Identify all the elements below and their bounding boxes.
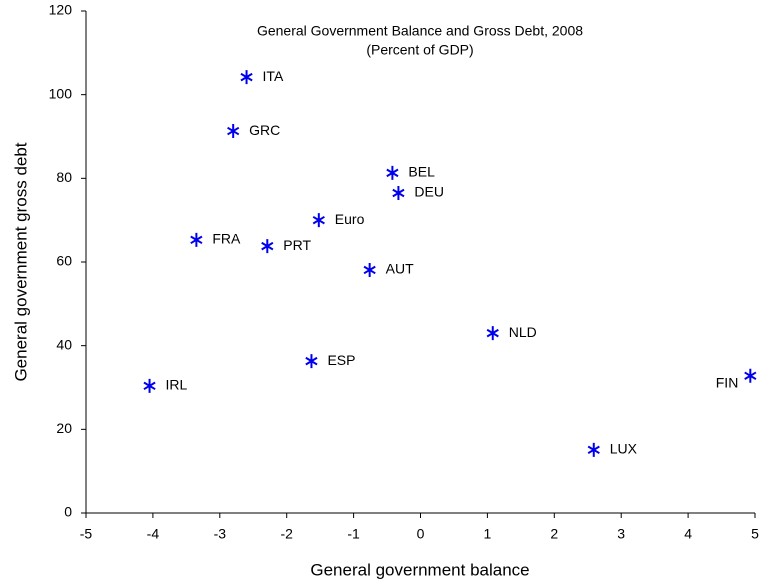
point-label: ITA xyxy=(263,68,284,84)
point xyxy=(261,239,274,254)
y-tick-label: 60 xyxy=(56,253,72,269)
x-tick-label: 0 xyxy=(417,526,425,542)
point xyxy=(587,442,600,457)
y-tick-label: 80 xyxy=(56,169,72,185)
point xyxy=(392,185,405,200)
y-axis-title: General government gross debt xyxy=(11,142,30,381)
point-label: NLD xyxy=(509,324,537,340)
x-tick-label: -3 xyxy=(214,526,227,542)
x-axis-title: General government balance xyxy=(310,560,529,579)
point-label: FIN xyxy=(716,374,739,390)
x-tick-label: 3 xyxy=(617,526,625,542)
point-label: BEL xyxy=(408,164,435,180)
point-label: PRT xyxy=(283,237,311,253)
x-tick-label: 1 xyxy=(484,526,492,542)
point-label: GRC xyxy=(249,122,280,138)
x-tick-label: 2 xyxy=(550,526,558,542)
point xyxy=(190,232,203,247)
y-tick-label: 0 xyxy=(64,504,72,520)
point xyxy=(240,70,253,85)
point-label: AUT xyxy=(386,261,414,277)
chart-subtitle: (Percent of GDP) xyxy=(366,42,473,58)
point xyxy=(305,354,318,369)
x-tick-label: 5 xyxy=(751,526,759,542)
x-tick-label: -4 xyxy=(147,526,160,542)
x-tick-label: 4 xyxy=(684,526,692,542)
point-label: DEU xyxy=(414,184,444,200)
point xyxy=(227,124,240,139)
x-tick-label: -1 xyxy=(347,526,360,542)
chart-title: General Government Balance and Gross Deb… xyxy=(257,23,583,39)
point-label: FRA xyxy=(212,231,241,247)
point-label: IRL xyxy=(166,377,188,393)
y-tick-label: 100 xyxy=(49,85,73,101)
point xyxy=(143,378,156,393)
y-tick-label: 20 xyxy=(56,420,72,436)
x-tick-label: -2 xyxy=(280,526,293,542)
point xyxy=(744,368,757,383)
point xyxy=(486,326,499,341)
point-label: LUX xyxy=(610,441,638,457)
point xyxy=(386,165,399,180)
x-tick-label: -5 xyxy=(80,526,93,542)
point xyxy=(363,262,376,277)
point-label: Euro xyxy=(335,211,365,227)
y-tick-label: 120 xyxy=(49,2,73,18)
point xyxy=(312,213,325,228)
y-tick-label: 40 xyxy=(56,336,72,352)
point-label: ESP xyxy=(327,352,355,368)
